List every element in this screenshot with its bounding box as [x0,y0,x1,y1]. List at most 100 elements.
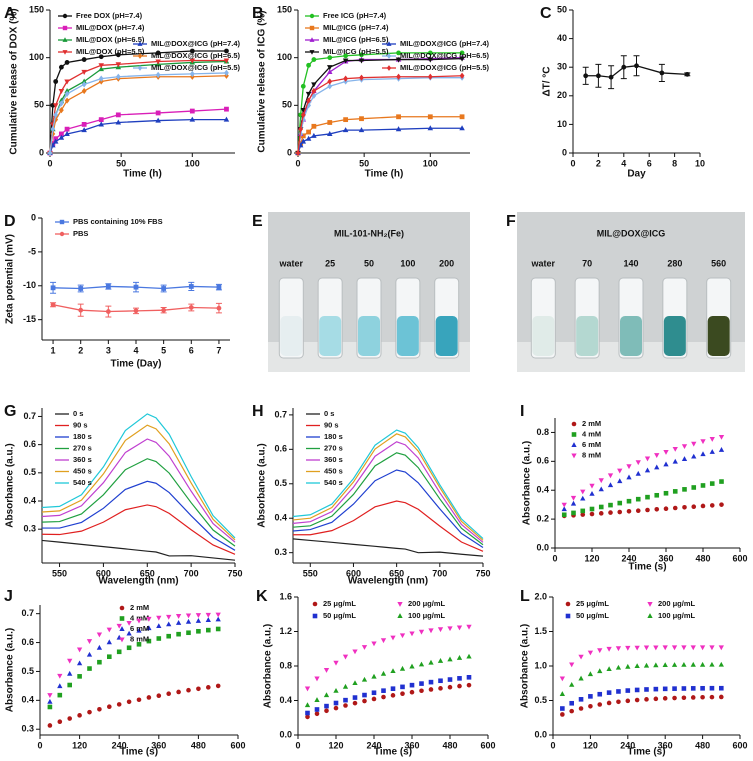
series-line [292,433,484,541]
y-tick-label: -15 [23,314,36,324]
legend-label: 6 mM [130,624,149,633]
y-tick-label: 50 [557,4,567,14]
marker [115,62,122,68]
marker [311,87,317,95]
marker [67,670,73,676]
marker [300,111,306,118]
marker [447,656,453,662]
marker [166,691,171,696]
marker [700,685,705,691]
marker [327,55,333,61]
marker [643,662,650,668]
marker [306,97,311,104]
legend-label: 100 μg/mL [408,611,446,620]
marker [333,660,339,666]
marker [635,508,641,514]
marker [216,284,222,290]
marker [115,119,122,125]
marker [700,451,706,457]
legend-label: MIL@ICG (pH=7.4) [323,23,389,32]
marker [98,63,104,69]
marker [559,691,565,696]
marker [324,708,329,714]
x-tick-label: 2 [78,345,83,355]
panel-label: A [4,5,16,22]
marker [312,601,318,607]
marker [126,620,132,626]
marker [681,456,688,461]
marker [699,645,706,651]
x-tick-label: 650 [389,568,404,578]
y-tick-label: 30 [557,62,567,72]
marker [559,676,565,682]
x-axis-label: Time (s) [628,562,666,573]
marker [371,696,377,702]
y-tick-label: 0.4 [21,695,34,705]
legend-label: Free ICG (pH=7.4) [323,11,387,20]
marker [126,699,132,705]
marker [459,72,465,79]
marker [588,694,593,699]
x-tick-label: 50 [359,158,369,168]
marker [409,682,415,688]
x-axis-label: Time (s) [627,747,665,758]
marker [324,703,329,709]
marker [189,48,195,54]
x-tick-label: 480 [191,740,206,750]
marker [186,687,191,693]
marker [617,500,623,506]
series-line [292,469,484,549]
marker [64,60,70,65]
x-tick-label: 480 [442,740,457,750]
marker [62,50,68,55]
legend-label: 25 μg/mL [576,599,609,608]
marker [133,308,139,314]
marker [634,63,639,69]
marker [86,639,93,644]
y-tick-label: 0.4 [536,485,549,495]
x-tick-label: 4 [133,345,138,355]
marker [447,626,453,632]
marker [589,506,595,512]
x-tick-label: 120 [72,740,87,750]
marker [223,116,230,122]
marker [215,616,221,622]
marker [371,673,377,679]
marker [304,702,311,708]
marker [47,149,53,157]
marker [67,716,72,721]
marker [654,506,660,512]
x-tick-label: 700 [432,568,447,578]
marker [580,495,586,501]
marker [97,659,102,665]
marker [588,703,593,709]
marker [459,56,465,62]
marker [327,83,333,90]
marker [681,686,687,691]
marker [672,695,677,701]
x-tick-label: 240 [620,740,635,750]
y-tick-label: 0.6 [536,456,549,466]
marker [396,73,401,80]
marker [459,50,465,56]
marker [608,502,613,508]
marker [64,79,70,85]
marker [327,78,333,85]
marker [166,614,172,620]
marker [361,645,368,650]
marker [98,66,104,72]
marker [62,25,68,31]
marker [64,97,70,104]
x-axis-label: Time (h) [365,169,404,180]
marker [400,684,405,690]
marker [570,500,577,506]
series-line [41,424,236,541]
marker [305,91,312,97]
marker [156,623,162,629]
panel-label: E [252,213,263,230]
marker [616,699,621,705]
marker [119,605,125,611]
tube-label: 280 [667,258,682,268]
marker [466,674,472,680]
y-axis-label: Absorbance (a.u.) [257,443,268,527]
